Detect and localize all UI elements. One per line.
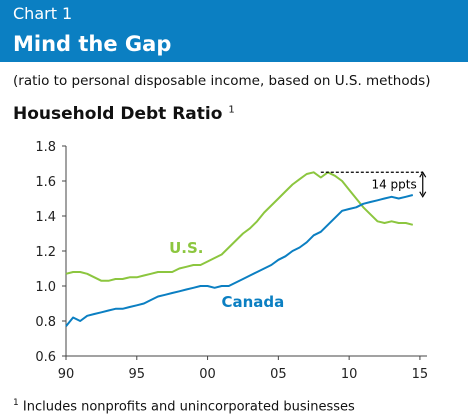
x-tick-label: 00 [199, 367, 216, 382]
plot-title-text: Household Debt Ratio [13, 104, 223, 124]
y-tick-label: 1.4 [35, 210, 56, 225]
y-tick-label: 0.8 [35, 315, 56, 330]
y-tick-label: 1.6 [35, 175, 56, 190]
y-tick-label: 1.2 [35, 245, 56, 260]
x-tick-label: 05 [270, 367, 287, 382]
gap-arrow-head-up [419, 171, 427, 178]
y-tick-label: 0.6 [35, 350, 56, 365]
plot-title-footnote-marker: 1 [228, 104, 235, 116]
gap-annotation-label: 14 ppts [371, 178, 416, 192]
x-tick-label: 10 [341, 367, 358, 382]
line-chart: 0.6 0.8 1.0 1.2 1.4 1.6 1.8 90 95 00 05 10 15 U.S. Can… [35, 140, 429, 382]
x-tick-label: 15 [412, 367, 429, 382]
plot-title: Household Debt Ratio 1 [13, 104, 235, 124]
series-line-us [65, 171, 414, 282]
series-line-canada [65, 194, 414, 327]
chart-subtitle: (ratio to personal disposable income, ba… [13, 73, 431, 89]
chart-main-title: Mind the Gap [13, 32, 172, 56]
series-label-us: U.S. [169, 239, 203, 257]
footnote-marker: 1 [13, 398, 19, 408]
gap-arrow-head-down [419, 191, 427, 198]
y-tick-label: 1.8 [35, 140, 56, 155]
footnote-text: Includes nonprofits and unincorporated b… [22, 399, 355, 415]
x-tick-label: 90 [58, 367, 75, 382]
x-tick-label: 95 [129, 367, 146, 382]
series-label-canada: Canada [221, 293, 284, 311]
y-tick-label: 1.0 [35, 280, 56, 295]
chart-number-label: Chart 1 [13, 4, 73, 23]
chart-header: Chart 1 Mind the Gap [0, 0, 468, 62]
footnote: 1 Includes nonprofits and unincorporated… [13, 398, 355, 414]
